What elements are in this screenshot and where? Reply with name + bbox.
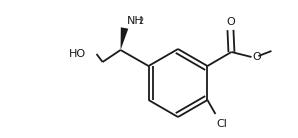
Text: Cl: Cl xyxy=(216,119,227,129)
Text: 2: 2 xyxy=(139,17,144,26)
Text: NH: NH xyxy=(127,16,143,26)
Polygon shape xyxy=(121,27,128,50)
Text: O: O xyxy=(252,52,261,62)
Text: HO: HO xyxy=(69,49,86,59)
Text: O: O xyxy=(226,17,235,27)
